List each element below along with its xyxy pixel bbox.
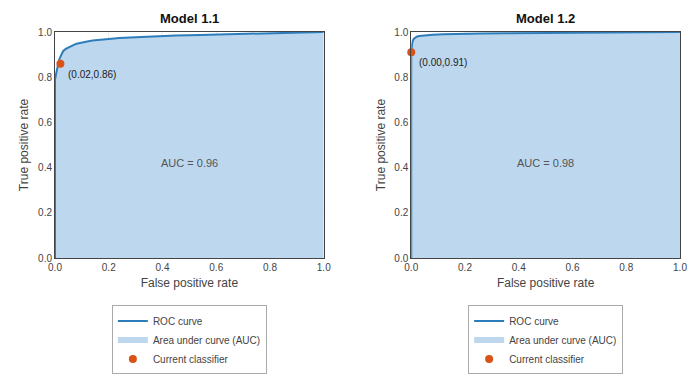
svg-text:0.6: 0.6 (394, 117, 408, 128)
svg-text:Current classifier: Current classifier (153, 354, 229, 365)
svg-text:0.4: 0.4 (156, 262, 170, 273)
svg-text:1.0: 1.0 (317, 262, 331, 273)
svg-text:0.4: 0.4 (394, 162, 408, 173)
svg-text:0.4: 0.4 (512, 262, 526, 273)
svg-text:ROC curve: ROC curve (153, 316, 203, 327)
svg-text:0.4: 0.4 (38, 162, 52, 173)
svg-text:0.0: 0.0 (38, 253, 52, 264)
svg-text:0.0: 0.0 (48, 262, 62, 273)
svg-text:AUC = 0.96: AUC = 0.96 (161, 157, 218, 169)
svg-text:ROC curve: ROC curve (509, 316, 559, 327)
svg-text:0.8: 0.8 (394, 72, 408, 83)
svg-text:Area under curve (AUC): Area under curve (AUC) (153, 335, 260, 346)
svg-text:Area under curve (AUC): Area under curve (AUC) (509, 335, 616, 346)
svg-text:Model 1.1: Model 1.1 (160, 11, 219, 26)
svg-text:0.8: 0.8 (38, 72, 52, 83)
svg-text:1.0: 1.0 (38, 27, 52, 38)
svg-text:Model 1.2: Model 1.2 (516, 11, 575, 26)
svg-text:AUC = 0.98: AUC = 0.98 (517, 157, 574, 169)
svg-text:0.6: 0.6 (38, 117, 52, 128)
svg-text:0.2: 0.2 (102, 262, 116, 273)
svg-text:0.0: 0.0 (404, 262, 418, 273)
svg-text:True positive rate: True positive rate (17, 99, 31, 192)
svg-text:(0.02,0.86): (0.02,0.86) (68, 69, 116, 80)
svg-text:0.2: 0.2 (458, 262, 472, 273)
svg-text:1.0: 1.0 (394, 27, 408, 38)
svg-text:1.0: 1.0 (673, 262, 687, 273)
svg-text:False positive rate: False positive rate (497, 276, 595, 290)
svg-text:Current classifier: Current classifier (509, 354, 585, 365)
svg-text:0.8: 0.8 (619, 262, 633, 273)
svg-text:0.0: 0.0 (394, 253, 408, 264)
svg-text:0.6: 0.6 (209, 262, 223, 273)
svg-text:0.2: 0.2 (38, 207, 52, 218)
svg-text:False positive rate: False positive rate (141, 276, 239, 290)
svg-text:0.8: 0.8 (263, 262, 277, 273)
svg-text:(0.00,0.91): (0.00,0.91) (419, 57, 467, 68)
svg-text:0.6: 0.6 (566, 262, 580, 273)
svg-text:True positive rate: True positive rate (374, 99, 388, 192)
svg-text:0.2: 0.2 (394, 207, 408, 218)
